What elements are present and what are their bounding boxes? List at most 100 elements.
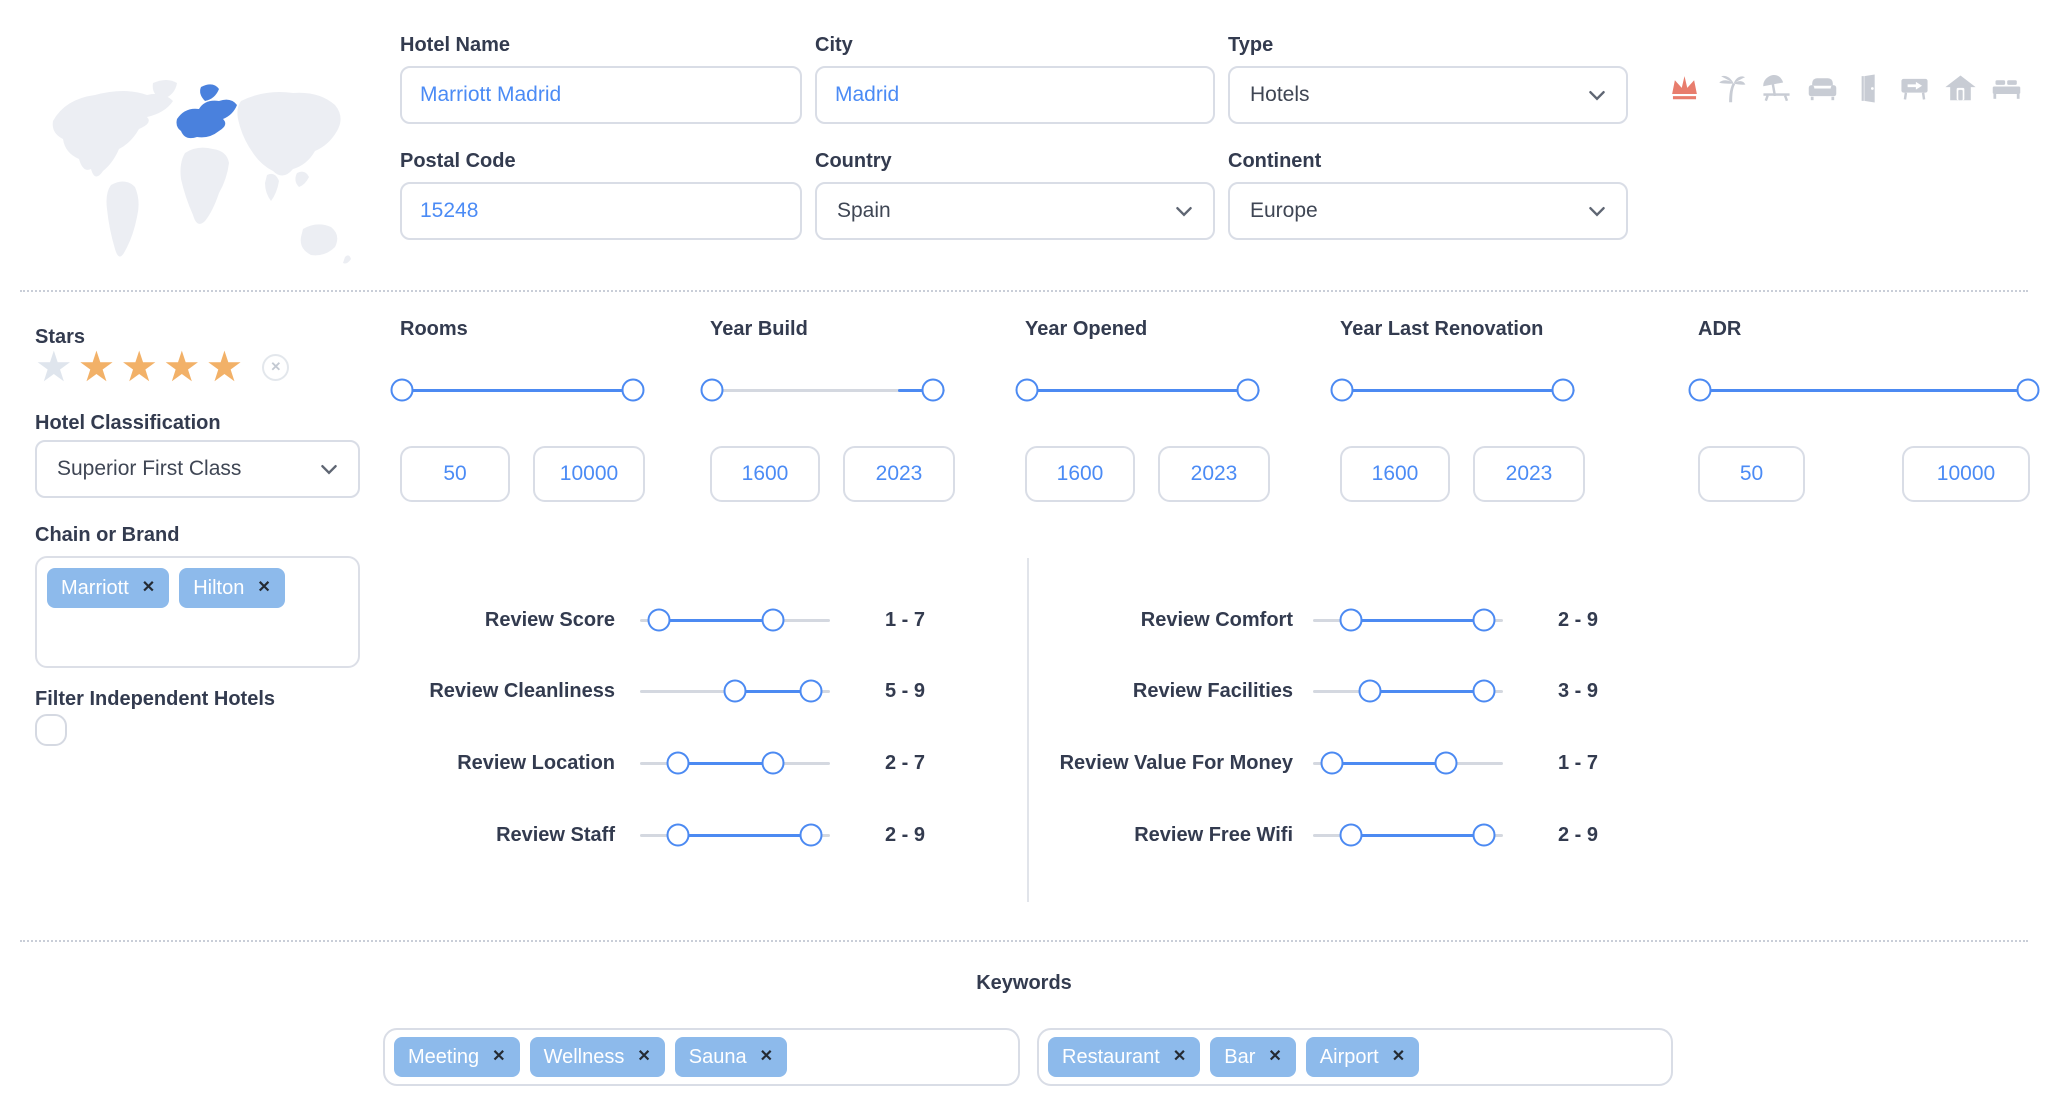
map-region-australia	[300, 224, 338, 256]
year-build-max-value[interactable]: 2023	[843, 446, 955, 502]
year-build-slider[interactable]	[700, 370, 945, 410]
year-renovation-max-value[interactable]: 2023	[1473, 446, 1585, 502]
adr-min-value[interactable]: 50	[1698, 446, 1805, 502]
review-facilities-max-handle[interactable]	[1472, 679, 1496, 703]
independent-checkbox[interactable]	[35, 714, 67, 746]
adr-max-handle[interactable]	[2016, 378, 2040, 402]
keywords-input-left[interactable]: Meeting ✕ Wellness ✕ Sauna ✕	[383, 1028, 1020, 1086]
year-opened-min-value[interactable]: 1600	[1025, 446, 1135, 502]
year-build-min-handle[interactable]	[700, 378, 724, 402]
chain-label: Chain or Brand	[35, 524, 180, 546]
map-region-scandinavia	[200, 84, 219, 101]
city-input[interactable]	[815, 66, 1215, 124]
hotel-name-input[interactable]	[400, 66, 802, 124]
review-score-max-handle[interactable]	[761, 608, 785, 632]
remove-tag-icon[interactable]: ✕	[1268, 1048, 1282, 1065]
remove-tag-icon[interactable]: ✕	[141, 579, 156, 596]
review-facilities-range: 3 - 9	[1558, 679, 1599, 702]
review-value-for-money-range: 1 - 7	[1558, 751, 1599, 774]
review-value-for-money-max-handle[interactable]	[1434, 751, 1458, 775]
star-5[interactable]: ★	[205, 343, 244, 390]
year-build-min-value[interactable]: 1600	[710, 446, 820, 502]
door-icon[interactable]	[1852, 68, 1885, 108]
beach-umbrella-icon[interactable]	[1760, 68, 1793, 108]
year-build-max-handle[interactable]	[921, 378, 945, 402]
review-free-wifi-min-handle[interactable]	[1339, 823, 1363, 847]
review-comfort-slider[interactable]	[1313, 600, 1503, 640]
classification-select[interactable]: Superior First Class	[35, 440, 360, 498]
type-select[interactable]: Hotels	[1228, 66, 1628, 124]
country-label: Country	[815, 150, 892, 172]
year-opened-max-value[interactable]: 2023	[1158, 446, 1270, 502]
review-facilities-min-handle[interactable]	[1358, 679, 1382, 703]
keywords-label: Keywords	[976, 972, 1072, 994]
review-location-slider[interactable]	[640, 743, 830, 783]
clear-stars-button[interactable]: ✕	[262, 353, 290, 381]
remove-tag-icon[interactable]: ✕	[1391, 1048, 1406, 1065]
adr-slider[interactable]	[1688, 370, 2040, 410]
review-comfort-max-handle[interactable]	[1472, 608, 1496, 632]
continent-select-value: Europe	[1250, 199, 1318, 222]
rooms-min-handle[interactable]	[390, 378, 414, 402]
review-value-for-money-slider[interactable]	[1313, 743, 1503, 783]
review-staff-min-handle[interactable]	[666, 823, 690, 847]
world-map[interactable]	[35, 52, 365, 290]
review-staff-slider[interactable]	[640, 815, 830, 855]
review-score-min-handle[interactable]	[647, 608, 671, 632]
star-4[interactable]: ★	[162, 343, 201, 390]
star-2[interactable]: ★	[77, 343, 116, 390]
palm-tree-icon[interactable]	[1714, 68, 1747, 108]
year-renovation-label: Year Last Renovation	[1340, 318, 1544, 340]
review-facilities-slider[interactable]	[1313, 671, 1503, 711]
year-renovation-max-handle[interactable]	[1551, 378, 1575, 402]
sofa-icon[interactable]	[1806, 68, 1839, 108]
country-select[interactable]: Spain	[815, 182, 1215, 240]
keywords-input-right[interactable]: Restaurant ✕ Bar ✕ Airport ✕	[1037, 1028, 1673, 1086]
continent-select[interactable]: Europe	[1228, 182, 1628, 240]
review-cleanliness-slider[interactable]	[640, 671, 830, 711]
house-icon[interactable]	[1944, 68, 1977, 108]
review-free-wifi-max-handle[interactable]	[1472, 823, 1496, 847]
star-1[interactable]: ★	[35, 343, 73, 390]
remove-tag-icon[interactable]: ✕	[1172, 1048, 1187, 1065]
review-staff-max-handle[interactable]	[799, 823, 823, 847]
motel-sign-icon[interactable]	[1898, 68, 1931, 108]
year-opened-min-handle[interactable]	[1015, 378, 1039, 402]
review-score-slider[interactable]	[640, 600, 830, 640]
chain-tag: Hilton ✕	[179, 568, 285, 608]
review-location-min-handle[interactable]	[666, 751, 690, 775]
review-free-wifi-slider[interactable]	[1313, 815, 1503, 855]
slider-fill	[1332, 761, 1446, 765]
year-renovation-slider[interactable]	[1330, 370, 1575, 410]
year-renovation-min-handle[interactable]	[1330, 378, 1354, 402]
year-opened-slider[interactable]	[1015, 370, 1260, 410]
keyword-tag-text: Restaurant	[1062, 1045, 1160, 1068]
review-value-for-money-min-handle[interactable]	[1320, 751, 1344, 775]
rooms-min-value[interactable]: 50	[400, 446, 510, 502]
adr-min-handle[interactable]	[1688, 378, 1712, 402]
review-cleanliness-min-handle[interactable]	[723, 679, 747, 703]
rooms-slider[interactable]	[390, 370, 645, 410]
bed-icon[interactable]	[1990, 68, 2023, 108]
keyword-tag-text: Airport	[1319, 1045, 1379, 1068]
remove-tag-icon[interactable]: ✕	[759, 1048, 773, 1065]
year-opened-label: Year Opened	[1025, 318, 1148, 340]
remove-tag-icon[interactable]: ✕	[637, 1048, 651, 1065]
postal-code-input[interactable]	[400, 182, 802, 240]
review-location-max-handle[interactable]	[761, 751, 785, 775]
adr-max-value[interactable]: 10000	[1902, 446, 2030, 502]
star-3[interactable]: ★	[120, 343, 158, 390]
rooms-max-value[interactable]: 10000	[533, 446, 645, 502]
crown-icon[interactable]	[1668, 68, 1701, 108]
year-opened-max-handle[interactable]	[1236, 378, 1260, 402]
rooms-max-handle[interactable]	[621, 378, 645, 402]
section-divider-bottom	[20, 940, 2028, 942]
remove-tag-icon[interactable]: ✕	[492, 1048, 506, 1065]
review-cleanliness-max-handle[interactable]	[799, 679, 823, 703]
remove-tag-icon[interactable]: ✕	[257, 579, 271, 596]
year-renovation-min-value[interactable]: 1600	[1340, 446, 1450, 502]
chain-tag-input[interactable]: Marriott ✕ Hilton ✕	[35, 556, 360, 668]
review-cleanliness-range: 5 - 9	[885, 679, 926, 702]
rooms-label: Rooms	[400, 318, 468, 340]
review-comfort-min-handle[interactable]	[1339, 608, 1363, 632]
